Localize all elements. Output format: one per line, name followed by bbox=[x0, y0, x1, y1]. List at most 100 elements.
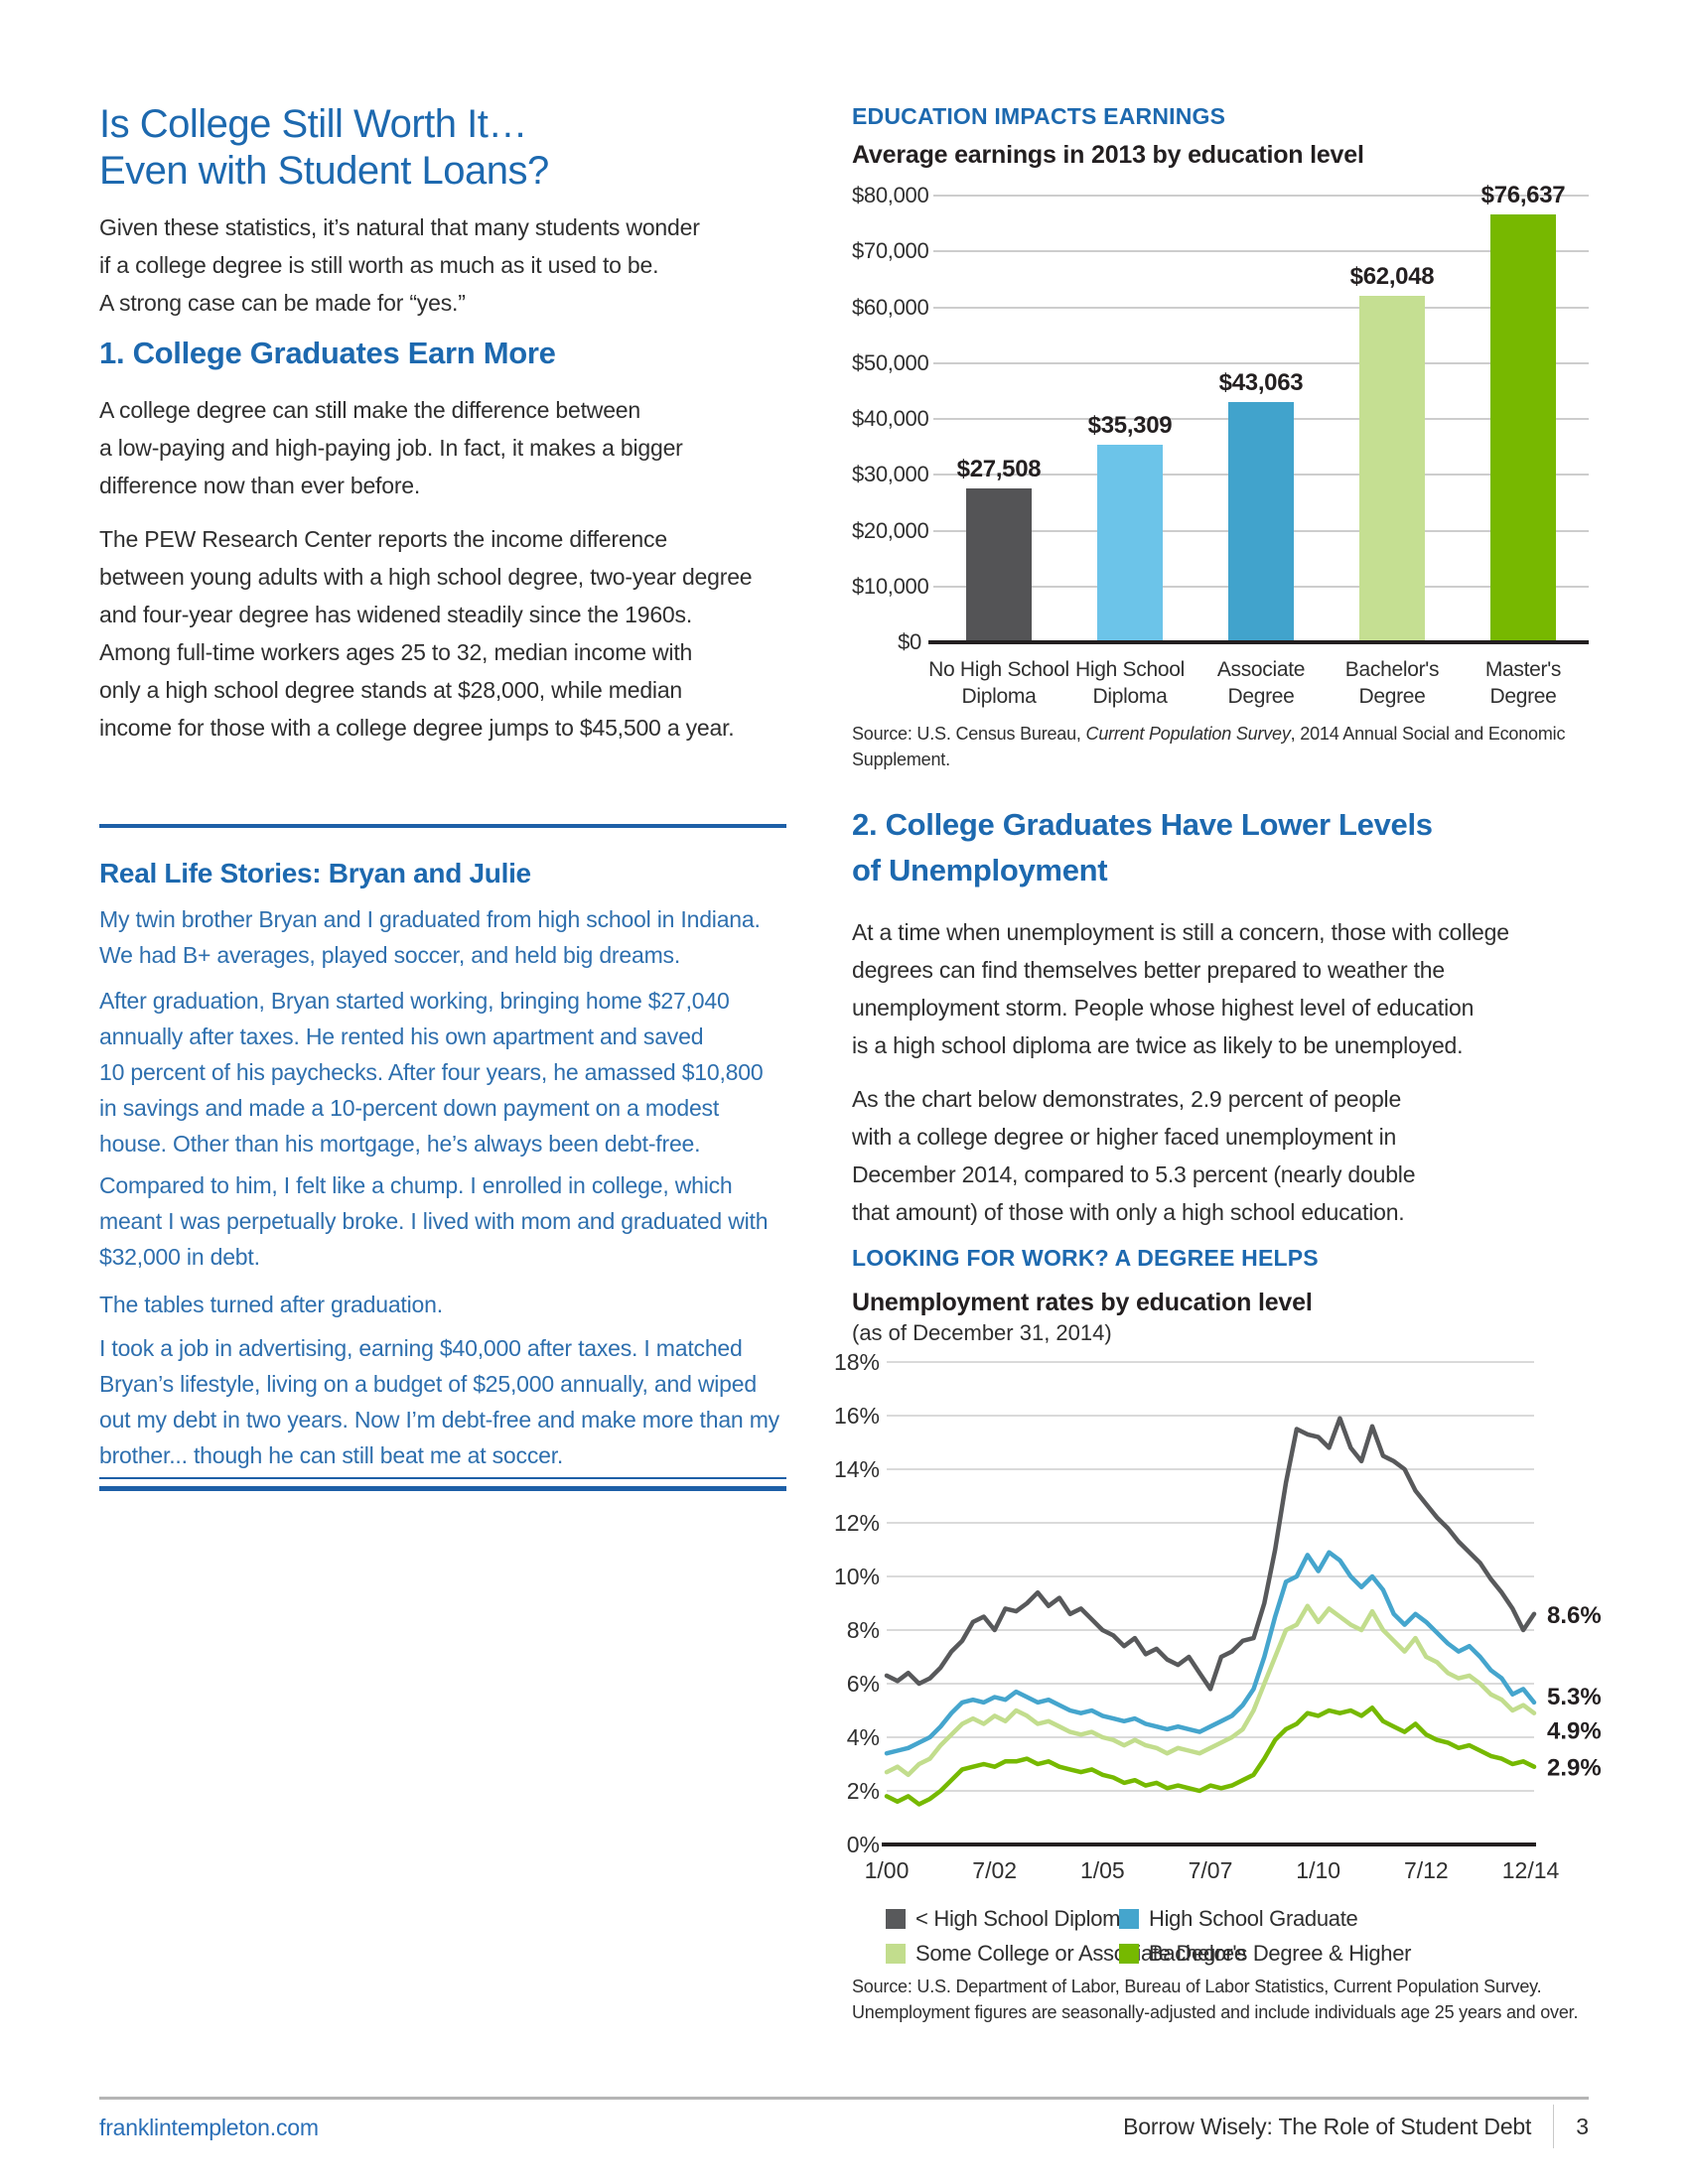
story-top-rule bbox=[99, 824, 786, 828]
unemployment-kicker: LOOKING FOR WORK? A DEGREE HELPS bbox=[852, 1245, 1319, 1271]
unemployment-series-end-label: 5.3% bbox=[1547, 1684, 1602, 1710]
unemployment-chart-title: Unemployment rates by education level bbox=[852, 1289, 1313, 1316]
source1-prefix: Source: U.S. Census Bureau, bbox=[852, 724, 1086, 744]
earnings-gridline bbox=[933, 361, 1589, 364]
legend-item: < High School Diploma bbox=[886, 1906, 1132, 1932]
story-paragraph-3: Compared to him, I felt like a chump. I … bbox=[99, 1172, 769, 1270]
unemployment-x-axis-label: 1/10 bbox=[1296, 1857, 1340, 1883]
unemployment-y-axis-label: 2% bbox=[847, 1778, 880, 1804]
unemployment-x-axis-label: 7/02 bbox=[972, 1857, 1017, 1883]
unemployment-chart-svg: 18% 16% 14% 12% 10% 8% 6% 4% 2% 0%1/00 7/02 1/05 7/0… bbox=[834, 1349, 1602, 1883]
footer-right-group: Borrow Wisely: The Role of Student Debt … bbox=[1123, 2103, 1589, 2150]
unemployment-chart-source: Source: U.S. Department of Labor, Bureau… bbox=[852, 1977, 1579, 2022]
earnings-bar bbox=[1359, 295, 1425, 642]
earnings-bar-value-label: $27,508 bbox=[956, 456, 1042, 483]
story-bottom-rule-thick bbox=[99, 1486, 786, 1491]
earnings-bar-value-label: $43,063 bbox=[1218, 368, 1304, 396]
section1-paragraph-1: A college degree can still make the diff… bbox=[99, 397, 683, 498]
legend-item: High School Graduate bbox=[1119, 1906, 1589, 1932]
section2-heading: 2. College Graduates Have Lower Levels o… bbox=[852, 807, 1433, 887]
legend-swatch bbox=[886, 1909, 906, 1929]
unemployment-y-axis-label: 14% bbox=[834, 1456, 880, 1482]
left-column: Is College Still Worth It… Even with Stud… bbox=[99, 0, 786, 2184]
earnings-bar-chart: $80,000 $70,000 $60,000 $50,000 $40,000 $30,0… bbox=[852, 182, 1589, 708]
legend-label: < High School Diploma bbox=[915, 1906, 1133, 1931]
page-title-line1: Is College Still Worth It… bbox=[99, 102, 527, 146]
unemployment-y-axis-label: 10% bbox=[834, 1564, 880, 1589]
page-title-line2: Even with Student Loans? bbox=[99, 149, 549, 193]
earnings-gridline bbox=[933, 250, 1589, 253]
earnings-y-axis-label: $40,000 bbox=[852, 406, 929, 431]
unemployment-y-axis-label: 12% bbox=[834, 1510, 880, 1536]
unemployment-y-axis-label: 18% bbox=[834, 1349, 880, 1375]
earnings-chart-source: Source: U.S. Census Bureau, Current Popu… bbox=[852, 721, 1589, 772]
unemployment-y-axis-label: 16% bbox=[834, 1403, 880, 1429]
story-bottom-rule-thin bbox=[99, 1477, 786, 1479]
legend-item: Some College or Associate Degree bbox=[886, 1941, 1246, 1967]
story-heading: Real Life Stories: Bryan and Julie bbox=[99, 858, 531, 888]
source1-suffix: , 2014 Annual Social and Economic Supple… bbox=[852, 724, 1566, 769]
earnings-y-axis-label: $10,000 bbox=[852, 573, 929, 599]
story-paragraph-1: My twin brother Bryan and I graduated fr… bbox=[99, 906, 761, 968]
earnings-gridline bbox=[933, 195, 1589, 197]
earnings-x-axis bbox=[928, 640, 1589, 644]
earnings-bar-category-label: No High School Diploma bbox=[928, 658, 1069, 708]
unemployment-y-axis-label: 6% bbox=[847, 1671, 880, 1697]
earnings-y-axis-label: $50,000 bbox=[852, 349, 929, 375]
earnings-y-axis-label: $60,000 bbox=[852, 294, 929, 320]
earnings-bar-category-label: Master's Degree bbox=[1484, 658, 1562, 708]
unemployment-series-end-label: 8.6% bbox=[1547, 1602, 1602, 1629]
earnings-gridline bbox=[933, 306, 1589, 309]
page-title: Is College Still Worth It… Even with Stud… bbox=[99, 101, 549, 195]
story-paragraph-5: I took a job in advertising, earning $40… bbox=[99, 1335, 779, 1468]
source1-italic: Current Population Survey bbox=[1085, 724, 1291, 744]
footer-rule bbox=[99, 2097, 1589, 2100]
earnings-bar bbox=[1228, 401, 1294, 642]
unemployment-series-line bbox=[884, 1416, 1537, 1692]
earnings-chart-title: Average earnings in 2013 by education le… bbox=[852, 141, 1364, 169]
earnings-bar-category-label: Associate Degree bbox=[1216, 658, 1306, 708]
unemployment-chart-legend: < High School Diploma High School Graduat… bbox=[886, 1906, 1589, 1967]
unemployment-x-axis-label: 12/14 bbox=[1502, 1857, 1560, 1883]
footer-site-link[interactable]: franklintempleton.com bbox=[99, 2115, 319, 2140]
unemployment-line-chart: 18% 16% 14% 12% 10% 8% 6% 4% 2% 0% 1/00 7/02 1/05 7/0… bbox=[834, 1342, 1607, 1898]
earnings-bar-value-label: $76,637 bbox=[1480, 181, 1566, 208]
earnings-y-axis-label: $70,000 bbox=[852, 238, 929, 264]
unemployment-chart-subtitle: (as of December 31, 2014) bbox=[852, 1320, 1112, 1345]
unemployment-series-line bbox=[884, 1550, 1537, 1756]
unemployment-y-axis-label: 4% bbox=[847, 1724, 880, 1750]
story-bottom-rule bbox=[99, 1477, 786, 1491]
section2-paragraph-1: At a time when unemployment is still a c… bbox=[852, 919, 1509, 1058]
unemployment-y-axis-label: 8% bbox=[847, 1617, 880, 1643]
unemployment-x-axis-label: 1/05 bbox=[1080, 1857, 1125, 1883]
story-paragraph-4: The tables turned after graduation. bbox=[99, 1292, 443, 1317]
earnings-bar bbox=[1490, 213, 1556, 642]
section1-paragraph-2: The PEW Research Center reports the inco… bbox=[99, 526, 753, 741]
earnings-bar bbox=[1097, 445, 1163, 642]
earnings-y-axis-label: $30,000 bbox=[852, 462, 929, 487]
legend-swatch bbox=[1119, 1944, 1139, 1964]
legend-label: Some College or Associate Degree bbox=[915, 1941, 1246, 1966]
unemployment-x-axis-label: 7/07 bbox=[1189, 1857, 1233, 1883]
unemployment-series-end-label: 4.9% bbox=[1547, 1718, 1602, 1745]
legend-swatch bbox=[1119, 1909, 1139, 1929]
legend-swatch bbox=[886, 1944, 906, 1964]
unemployment-x-axis-label: 1/00 bbox=[865, 1857, 910, 1883]
unemployment-series-line bbox=[884, 1603, 1537, 1778]
section2-paragraph-2: As the chart below demonstrates, 2.9 per… bbox=[852, 1086, 1416, 1225]
unemployment-x-axis-label: 7/12 bbox=[1404, 1857, 1449, 1883]
unemployment-series-line bbox=[884, 1706, 1537, 1807]
unemployment-y-axis-label: 0% bbox=[847, 1832, 880, 1857]
footer-divider bbox=[1553, 2105, 1555, 2148]
unemployment-series-end-label: 2.9% bbox=[1547, 1755, 1602, 1782]
earnings-bar-value-label: $35,309 bbox=[1087, 412, 1173, 440]
earnings-kicker: EDUCATION IMPACTS EARNINGS bbox=[852, 103, 1226, 129]
earnings-bar-value-label: $62,048 bbox=[1349, 262, 1435, 290]
legend-label: Bachelor's Degree & Higher bbox=[1149, 1941, 1412, 1966]
earnings-bar-category-label: High School Diploma bbox=[1075, 658, 1185, 708]
section1-heading: 1. College Graduates Earn More bbox=[99, 336, 556, 370]
intro-paragraph: Given these statistics, it’s natural tha… bbox=[99, 214, 700, 316]
earnings-y-axis-label: $80,000 bbox=[852, 183, 929, 207]
earnings-y-axis-label: $0 bbox=[898, 629, 921, 654]
legend-item: Bachelor's Degree & Higher bbox=[1119, 1941, 1589, 1967]
